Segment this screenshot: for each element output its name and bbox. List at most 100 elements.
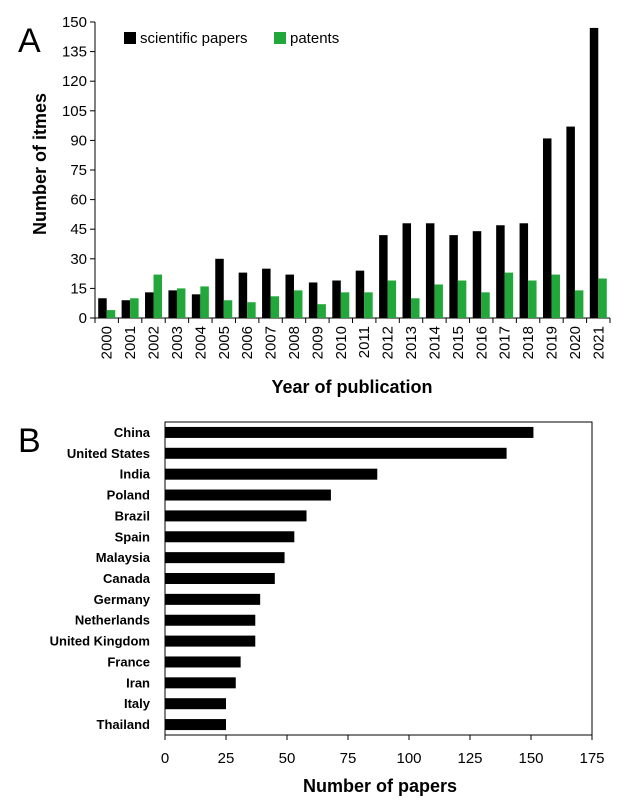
bar-country bbox=[165, 656, 241, 668]
bar-scientific-papers bbox=[402, 223, 412, 318]
bar-country bbox=[165, 552, 285, 564]
panel-b-letter: B bbox=[18, 422, 41, 460]
panel-a-x-tick-label: 2012 bbox=[380, 326, 397, 359]
bar-scientific-papers bbox=[98, 298, 107, 318]
panel-a-x-tick-label: 2016 bbox=[473, 326, 490, 359]
bar-patents bbox=[387, 280, 397, 318]
bar-scientific-papers bbox=[121, 300, 131, 318]
panel-b-category-label: France bbox=[107, 654, 150, 669]
bar-patents bbox=[130, 298, 139, 318]
panel-a-x-tick-label: 2010 bbox=[333, 326, 350, 359]
panel-a-x-tick-label: 2004 bbox=[192, 326, 209, 359]
bar-patents bbox=[293, 290, 303, 318]
panel-b-x-tick-label: 0 bbox=[161, 750, 169, 767]
panel-a-y-tick-label: 60 bbox=[70, 192, 87, 209]
bar-country bbox=[165, 614, 256, 626]
panel-b-category-label: India bbox=[120, 467, 151, 482]
panel-a-y-tick-label: 120 bbox=[62, 73, 87, 90]
bar-country bbox=[165, 447, 507, 459]
bar-scientific-papers bbox=[238, 272, 248, 318]
panel-b-category-label: Malaysia bbox=[96, 550, 151, 565]
bar-scientific-papers bbox=[379, 235, 388, 318]
panel-a-x-tick-label: 2019 bbox=[543, 326, 560, 359]
panel-b-x-axis-title: Number of papers bbox=[303, 776, 457, 796]
panel-b-category-label: Germany bbox=[94, 592, 151, 607]
panel-b-category-label: Iran bbox=[126, 675, 150, 690]
bar-country bbox=[165, 468, 378, 480]
bar-scientific-papers bbox=[355, 270, 365, 318]
panel-b-x-tick-label: 175 bbox=[579, 750, 604, 767]
bar-patents bbox=[434, 284, 443, 318]
panel-b-x-tick-label: 125 bbox=[457, 750, 482, 767]
bar-patents bbox=[364, 292, 373, 318]
bar-country bbox=[165, 677, 236, 689]
panel-a-x-tick-label: 2020 bbox=[567, 326, 584, 359]
panel-b-x-tick-label: 75 bbox=[340, 750, 357, 767]
panel-b: B Number of papers China United States Ind… bbox=[18, 421, 605, 796]
panel-a-legend: scientific papers patents bbox=[124, 30, 339, 47]
bar-patents bbox=[247, 302, 256, 318]
panel-a-x-tick-label: 2002 bbox=[146, 326, 163, 359]
panel-b-x-tick-label: 25 bbox=[218, 750, 235, 767]
panel-a-x-tick-label: 2011 bbox=[356, 326, 373, 358]
legend-swatch-patents bbox=[274, 32, 286, 44]
panel-a-x-tick-label: 2005 bbox=[216, 326, 233, 359]
legend-label-patents: patents bbox=[290, 30, 339, 47]
panel-a-y-tick-label: 90 bbox=[70, 132, 87, 149]
bar-scientific-papers bbox=[425, 223, 435, 318]
bar-scientific-papers bbox=[285, 274, 294, 318]
bar-scientific-papers bbox=[191, 294, 201, 318]
panel-a-x-tick-label: 2003 bbox=[169, 326, 186, 359]
panel-b-category-label: United Kingdom bbox=[50, 634, 150, 649]
bar-patents bbox=[551, 274, 560, 318]
bar-scientific-papers bbox=[262, 268, 271, 318]
panel-a-letter: A bbox=[18, 22, 41, 60]
panel-b-category-label: Poland bbox=[107, 488, 150, 503]
panel-a-y-tick-label: 135 bbox=[62, 44, 87, 61]
bar-country bbox=[165, 635, 256, 647]
panel-a-x-tick-label: 2009 bbox=[309, 326, 326, 359]
bar-scientific-papers bbox=[145, 292, 154, 318]
panel-b-category-label: Brazil bbox=[115, 508, 150, 523]
bar-patents bbox=[223, 300, 233, 318]
panel-b-x-tick-label: 50 bbox=[279, 750, 296, 767]
bar-country bbox=[165, 510, 307, 522]
panel-a-y-tick-label: 105 bbox=[62, 103, 87, 120]
bar-country bbox=[165, 531, 295, 543]
bar-scientific-papers bbox=[496, 225, 505, 318]
bar-scientific-papers bbox=[472, 231, 482, 318]
bar-country bbox=[165, 489, 331, 501]
legend-label-scientific-papers: scientific papers bbox=[140, 30, 248, 47]
panel-b-category-label: Netherlands bbox=[75, 613, 150, 628]
bar-country bbox=[165, 698, 226, 710]
panel-a-y-tick-label: 15 bbox=[70, 280, 87, 297]
panel-a-x-tick-label: 2006 bbox=[239, 326, 256, 359]
panel-b-category-label: Canada bbox=[103, 571, 151, 586]
panel-a-x-tick-label: 2000 bbox=[99, 326, 116, 359]
panel-a-y-tick-label: 150 bbox=[62, 14, 87, 31]
bar-patents bbox=[106, 310, 116, 318]
bar-scientific-papers bbox=[449, 235, 458, 318]
bar-patents bbox=[176, 288, 186, 318]
panel-b-x-tick-label: 150 bbox=[518, 750, 543, 767]
bar-scientific-papers bbox=[308, 282, 318, 318]
bar-patents bbox=[411, 298, 420, 318]
bar-scientific-papers bbox=[168, 290, 177, 318]
panel-a-x-tick-label: 2017 bbox=[497, 326, 514, 359]
bar-scientific-papers bbox=[332, 280, 341, 318]
bar-scientific-papers bbox=[542, 138, 552, 318]
bar-scientific-papers bbox=[215, 258, 224, 318]
panel-a-x-tick-label: 2001 bbox=[122, 326, 139, 359]
panel-b-category-label: Spain bbox=[115, 529, 150, 544]
bar-scientific-papers bbox=[566, 126, 575, 318]
panel-b-category-label: Thailand bbox=[97, 717, 151, 732]
bar-patents bbox=[457, 280, 467, 318]
bar-scientific-papers bbox=[589, 27, 599, 318]
bar-patents bbox=[574, 290, 584, 318]
panel-a-x-tick-label: 2015 bbox=[450, 326, 467, 359]
panel-a-y-tick-label: 0 bbox=[79, 310, 87, 327]
bar-patents bbox=[270, 296, 280, 318]
panel-a: A Number of itmes Year of publication sc… bbox=[18, 14, 611, 397]
bar-scientific-papers bbox=[519, 223, 529, 318]
